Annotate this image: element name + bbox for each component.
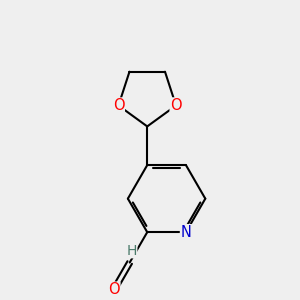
Text: O: O (113, 98, 124, 113)
Text: N: N (181, 225, 191, 240)
Text: O: O (170, 98, 182, 113)
Text: H: H (126, 244, 137, 258)
Text: O: O (108, 282, 120, 297)
